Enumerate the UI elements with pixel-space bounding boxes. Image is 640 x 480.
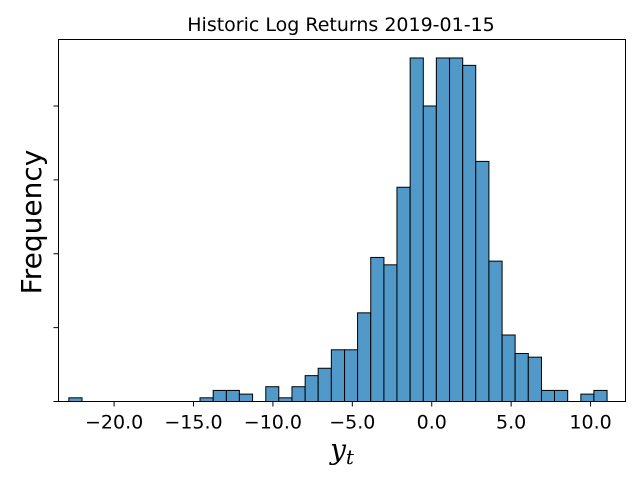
histogram-bar	[449, 57, 464, 402]
histogram-bar	[593, 389, 608, 402]
histogram-bar	[396, 186, 411, 402]
x-axis-label-main: y	[328, 433, 347, 466]
histogram-bar	[357, 312, 372, 402]
histogram-bar	[199, 397, 214, 402]
histogram-bar	[580, 393, 595, 402]
histogram-bar	[435, 57, 451, 402]
x-axis-label: yt	[328, 433, 355, 469]
x-tick-label: −15.0	[164, 412, 222, 434]
histogram-bar	[344, 349, 359, 402]
histogram-bar	[330, 349, 346, 402]
histogram-bar	[462, 64, 477, 402]
histogram-bar	[501, 334, 516, 402]
x-tick-label: −10.0	[244, 412, 302, 434]
histogram-bar	[383, 264, 398, 402]
histogram-bar	[68, 397, 83, 402]
histogram-bar	[265, 386, 280, 402]
histogram-bar	[540, 389, 556, 402]
histogram-bar	[370, 256, 385, 402]
histogram-bar	[554, 389, 569, 402]
histogram-bar	[488, 260, 503, 402]
histogram-bar	[304, 375, 319, 402]
histogram-bar	[238, 393, 254, 402]
y-axis-ticks	[53, 105, 59, 402]
histogram-bar	[225, 389, 240, 402]
x-tick-label: 5.0	[496, 412, 526, 434]
histogram-bar	[317, 367, 332, 402]
y-axis-label: Frequency	[15, 150, 48, 295]
chart-title: Historic Log Returns 2019-01-15	[187, 14, 495, 36]
x-tick-label: 10.0	[569, 412, 611, 434]
x-tick-label: −5.0	[329, 412, 375, 434]
histogram-bar	[422, 105, 437, 402]
histogram-bar	[409, 57, 424, 402]
x-tick-label: −20.0	[85, 412, 143, 434]
x-axis-label-subscript: t	[346, 445, 355, 469]
x-axis-ticks: −20.0 −15.0 −10.0 −5.0 0.0 5.0 10.0	[85, 401, 612, 434]
histogram-bar	[527, 356, 542, 402]
histogram-bar	[291, 386, 306, 402]
histogram-bar	[212, 389, 227, 402]
histogram-bar	[475, 160, 490, 402]
histogram-bar	[278, 397, 293, 402]
histogram-bar	[514, 352, 529, 402]
plot-frame	[58, 39, 626, 402]
x-tick-label: 0.0	[417, 412, 447, 434]
bars-group	[68, 57, 608, 402]
